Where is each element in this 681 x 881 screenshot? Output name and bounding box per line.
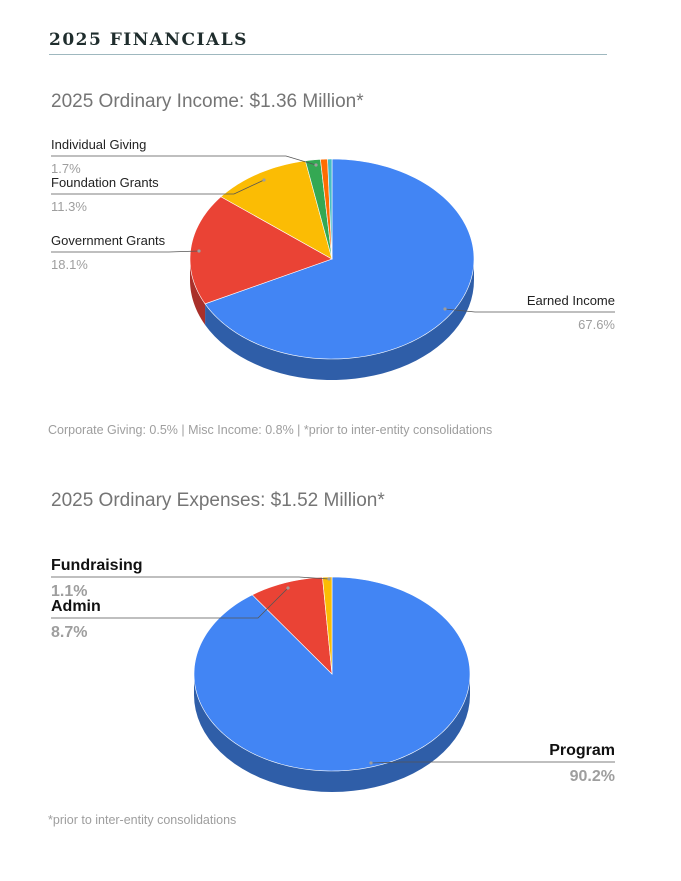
slice-percent-earned-income: 67.6%	[578, 317, 615, 332]
leader-line-admin	[51, 587, 289, 619]
slice-percent-foundation-grants: 11.3%	[51, 199, 87, 214]
slice-label-program: Program	[549, 742, 615, 759]
leader-line-earned-income	[444, 308, 615, 313]
pie-slice-fundraising	[322, 576, 333, 675]
slice-label-foundation-grants: Foundation Grants	[51, 175, 159, 190]
pie-labels: Earned Income 67.6% Government Grants 18.1%…	[51, 137, 615, 332]
pie-side-walls	[190, 259, 474, 380]
pie-labels: Program 90.2% Admin 8.7% Fundraising 1.1%	[51, 557, 615, 785]
slice-percent-individual-giving: 1.7%	[51, 161, 81, 176]
pie-slice-corporate-giving	[327, 158, 333, 260]
expenses-pie-chart: Program 90.2% Admin 8.7% Fundraising 1.1%	[51, 557, 615, 792]
slice-percent-admin: 8.7%	[51, 624, 87, 641]
leader-line-government-grants	[51, 250, 200, 253]
leader-line-individual-giving	[51, 155, 317, 166]
expenses-footnote: *prior to inter-entity consolidations	[48, 813, 237, 827]
leader-dot-individual-giving	[314, 163, 318, 167]
slice-label-earned-income: Earned Income	[527, 293, 615, 308]
slice-label-government-grants: Government Grants	[51, 233, 166, 248]
pie-side-earned-income	[205, 259, 474, 380]
income-chart-title: 2025 Ordinary Income: $1.36 Million*	[51, 91, 364, 112]
slice-label-individual-giving: Individual Giving	[51, 137, 146, 152]
pie-side-program	[194, 674, 470, 792]
heading-divider	[49, 54, 607, 55]
leader-dot-earned-income	[443, 307, 447, 311]
pie-side-walls	[194, 674, 470, 792]
pie-slice-foundation-grants	[220, 160, 333, 260]
leader-dot-admin	[286, 586, 290, 590]
leader-dot-government-grants	[197, 249, 201, 253]
expenses-chart-title: 2025 Ordinary Expenses: $1.52 Million*	[51, 490, 385, 511]
slice-percent-program: 90.2%	[570, 768, 615, 785]
leader-dot-foundation-grants	[262, 178, 266, 182]
slice-label-admin: Admin	[51, 598, 101, 615]
slice-percent-fundraising: 1.1%	[51, 583, 87, 600]
pie-top	[193, 576, 471, 772]
leader-line-fundraising	[51, 576, 330, 580]
leader-line-foundation-grants	[51, 179, 265, 195]
pie-slice-earned-income	[204, 158, 475, 360]
pie-side-government-grants	[190, 259, 206, 325]
income-footnote: Corporate Giving: 0.5% | Misc Income: 0.…	[48, 423, 493, 437]
income-pie-chart: Earned Income 67.6% Government Grants 18.1%…	[51, 137, 615, 380]
pie-top	[189, 158, 475, 360]
leader-dot-program	[369, 761, 373, 765]
leader-line-program	[370, 761, 615, 764]
leader-dot-fundraising	[327, 577, 331, 581]
slice-percent-government-grants: 18.1%	[51, 257, 88, 272]
pie-slice-misc-income	[320, 158, 333, 260]
pie-slice-government-grants	[189, 196, 333, 305]
pie-slice-individual-giving	[305, 159, 333, 260]
slice-label-fundraising: Fundraising	[51, 557, 143, 574]
page-heading: 2025 FINANCIALS	[49, 30, 248, 50]
